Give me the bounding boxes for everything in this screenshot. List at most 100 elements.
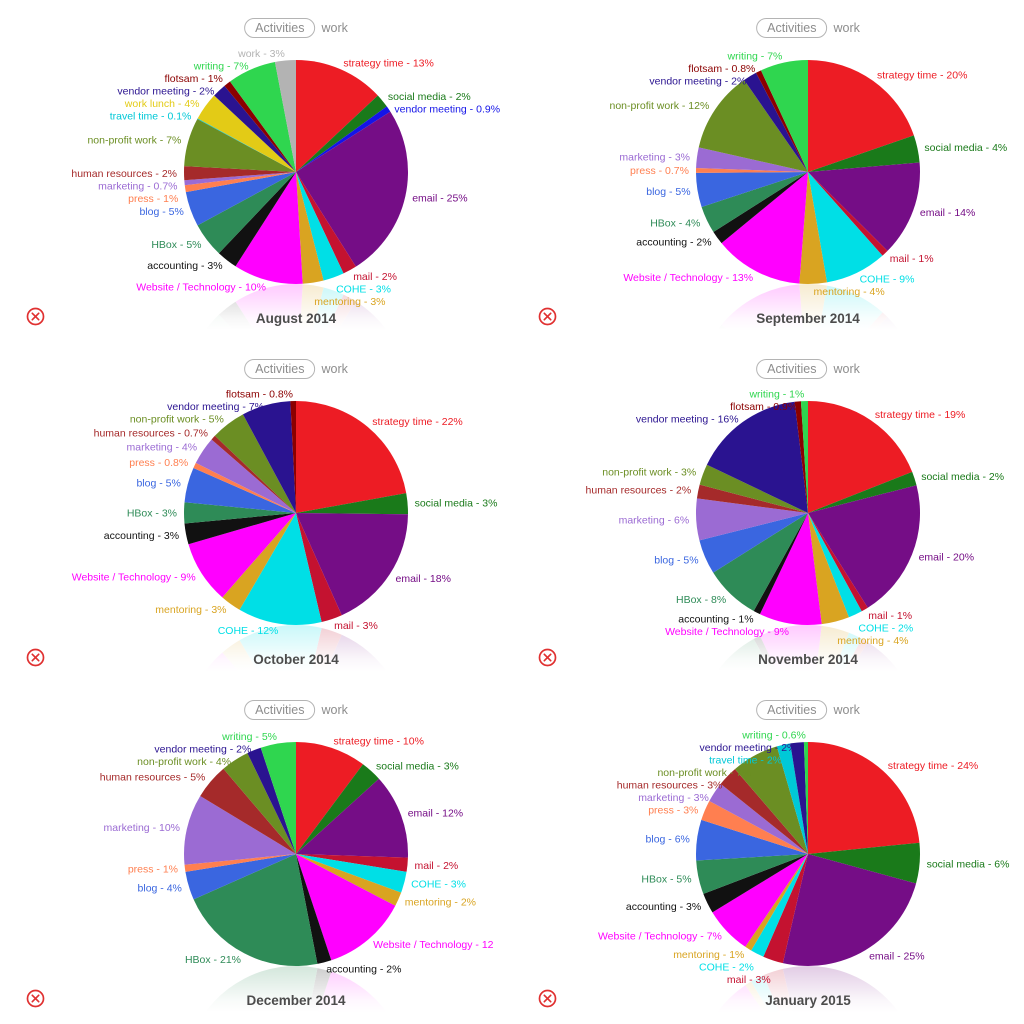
- pie-slice-marketing[interactable]: [696, 147, 808, 172]
- pie-slice-email[interactable]: [296, 513, 408, 616]
- pie-slice-human-resources[interactable]: [184, 166, 296, 181]
- pie-slice-non-profit-work[interactable]: [698, 79, 808, 172]
- pie-slice-press[interactable]: [184, 172, 296, 193]
- pie-slice-social-media[interactable]: [808, 842, 921, 884]
- pie-slice-marketing[interactable]: [195, 439, 296, 513]
- pie-slice-cohe[interactable]: [296, 172, 344, 281]
- pie-slice-website-technology[interactable]: [712, 854, 808, 947]
- pie-slice-non-profit-work[interactable]: [223, 753, 296, 854]
- pie-slice-flotsam[interactable]: [290, 400, 296, 513]
- pie-slice-cohe[interactable]: [296, 854, 407, 893]
- pie-slice-blog[interactable]: [699, 513, 808, 573]
- remove-chart-button[interactable]: [26, 648, 45, 667]
- pie-slice-work[interactable]: [274, 60, 296, 172]
- pie-slice-blog[interactable]: [184, 468, 296, 513]
- pie-slice-travel-time[interactable]: [197, 118, 296, 172]
- pie-slice-writing[interactable]: [803, 742, 808, 854]
- pie-slice-writing[interactable]: [760, 59, 808, 172]
- pie-slice-vendor-meeting[interactable]: [744, 72, 808, 172]
- pie-slice-mentoring[interactable]: [296, 854, 402, 906]
- pie-slice-non-profit-work[interactable]: [184, 118, 296, 172]
- pie-slice-website-technology[interactable]: [296, 854, 396, 961]
- pie-slice-flotsam[interactable]: [224, 81, 296, 172]
- pie-slice-mentoring[interactable]: [296, 172, 324, 284]
- pie-slice-social-media[interactable]: [296, 95, 387, 172]
- pie-slice-accounting[interactable]: [296, 854, 332, 964]
- pie-slice-blog[interactable]: [696, 172, 808, 207]
- pie-slice-flotsam[interactable]: [756, 70, 808, 172]
- pie-slice-mentoring[interactable]: [745, 854, 808, 951]
- pie-slice-marketing[interactable]: [184, 172, 296, 186]
- pie-slice-social-media[interactable]: [808, 471, 917, 513]
- pie-slice-email[interactable]: [808, 485, 921, 608]
- activities-filter-button[interactable]: Activities: [756, 359, 828, 379]
- pie-slice-press[interactable]: [701, 801, 808, 854]
- pie-slice-hbox[interactable]: [696, 854, 808, 894]
- pie-slice-hbox[interactable]: [193, 854, 318, 966]
- pie-slice-vendor-meeting[interactable]: [242, 401, 296, 513]
- pie-slice-mentoring[interactable]: [222, 513, 296, 610]
- pie-slice-accounting[interactable]: [184, 513, 296, 545]
- pie-slice-social-media[interactable]: [296, 493, 408, 515]
- pie-slice-blog[interactable]: [695, 819, 808, 861]
- remove-chart-button[interactable]: [26, 989, 45, 1008]
- activities-filter-button[interactable]: Activities: [244, 700, 316, 720]
- pie-slice-hbox[interactable]: [701, 172, 808, 232]
- pie-slice-vendor-meeting[interactable]: [790, 742, 808, 854]
- pie-slice-cohe[interactable]: [751, 854, 808, 957]
- pie-slice-cohe[interactable]: [239, 513, 322, 626]
- pie-slice-social-media[interactable]: [808, 135, 920, 172]
- activities-filter-button[interactable]: Activities: [756, 18, 828, 38]
- activities-filter-button[interactable]: Activities: [756, 700, 828, 720]
- pie-slice-writing[interactable]: [800, 401, 808, 513]
- pie-slice-travel-time[interactable]: [776, 743, 808, 854]
- pie-slice-press[interactable]: [184, 854, 296, 872]
- pie-slice-website-technology[interactable]: [188, 513, 296, 598]
- pie-slice-mail[interactable]: [296, 172, 356, 274]
- pie-slice-strategy-time[interactable]: [296, 60, 378, 172]
- pie-slice-email[interactable]: [782, 854, 917, 967]
- pie-slice-vendor-meeting[interactable]: [296, 106, 391, 172]
- pie-slice-marketing[interactable]: [709, 783, 808, 854]
- pie-slice-cohe[interactable]: [808, 172, 883, 283]
- pie-slice-mail[interactable]: [296, 854, 408, 872]
- pie-slice-hbox[interactable]: [197, 172, 296, 254]
- remove-chart-button[interactable]: [538, 648, 557, 667]
- pie-slice-non-profit-work[interactable]: [699, 464, 808, 513]
- pie-slice-vendor-meeting[interactable]: [214, 85, 296, 172]
- pie-slice-strategy-time[interactable]: [808, 401, 913, 513]
- pie-slice-human-resources[interactable]: [211, 435, 296, 513]
- pie-slice-strategy-time[interactable]: [808, 742, 920, 854]
- pie-slice-mail[interactable]: [296, 513, 342, 623]
- pie-slice-accounting[interactable]: [713, 172, 808, 244]
- remove-chart-button[interactable]: [538, 989, 557, 1008]
- pie-slice-marketing[interactable]: [695, 498, 808, 541]
- pie-slice-accounting[interactable]: [753, 513, 808, 615]
- pie-slice-website-technology[interactable]: [721, 172, 808, 284]
- pie-slice-strategy-time[interactable]: [296, 401, 407, 513]
- pie-slice-blog[interactable]: [185, 854, 296, 900]
- pie-slice-strategy-time[interactable]: [808, 60, 914, 172]
- pie-slice-email[interactable]: [296, 111, 409, 267]
- pie-slice-email[interactable]: [808, 162, 920, 251]
- pie-slice-hbox[interactable]: [713, 513, 808, 611]
- pie-slice-accounting[interactable]: [218, 172, 296, 267]
- activities-filter-button[interactable]: Activities: [244, 359, 316, 379]
- pie-slice-vendor-meeting[interactable]: [706, 401, 808, 513]
- pie-slice-flotsam[interactable]: [794, 401, 808, 513]
- pie-slice-email[interactable]: [296, 778, 408, 858]
- pie-slice-mail[interactable]: [808, 513, 868, 612]
- pie-slice-mail[interactable]: [763, 854, 808, 964]
- pie-slice-mail[interactable]: [808, 172, 888, 256]
- activities-filter-button[interactable]: Activities: [244, 18, 316, 38]
- pie-slice-press[interactable]: [193, 462, 296, 513]
- pie-slice-social-media[interactable]: [296, 764, 379, 854]
- pie-slice-marketing[interactable]: [184, 795, 296, 865]
- pie-slice-human-resources[interactable]: [696, 484, 808, 513]
- remove-chart-button[interactable]: [538, 307, 557, 326]
- pie-slice-non-profit-work[interactable]: [214, 414, 296, 513]
- pie-slice-mentoring[interactable]: [808, 513, 849, 625]
- remove-chart-button[interactable]: [26, 307, 45, 326]
- pie-slice-accounting[interactable]: [703, 854, 808, 913]
- pie-slice-human-resources[interactable]: [200, 768, 296, 854]
